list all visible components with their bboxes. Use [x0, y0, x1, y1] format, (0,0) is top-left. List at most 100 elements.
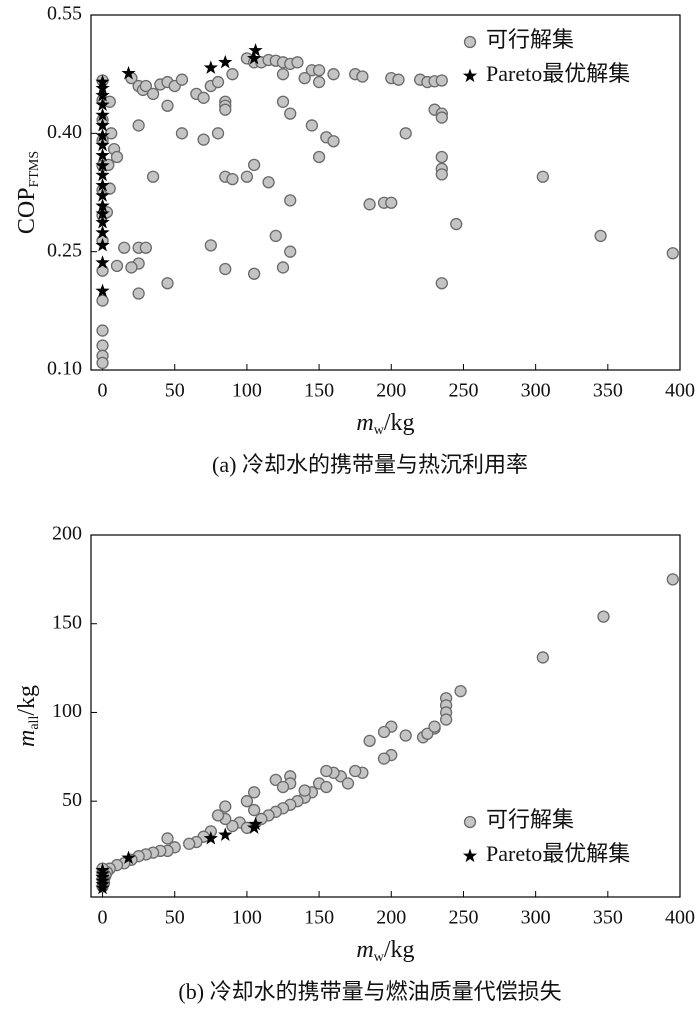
circle-point — [219, 800, 232, 813]
circle-point — [327, 135, 340, 148]
circle-point — [226, 68, 239, 81]
circle-point — [161, 99, 174, 112]
circle-point — [269, 229, 282, 243]
label-sub: all — [27, 716, 42, 730]
circle-point — [96, 356, 109, 370]
y-tick-label: 150 — [52, 611, 82, 633]
circle-point — [219, 103, 232, 116]
circle-point — [327, 68, 340, 81]
circle-point — [341, 777, 355, 790]
star-point — [203, 830, 218, 845]
x-tick-label: 250 — [448, 380, 478, 402]
circle-point — [219, 262, 232, 276]
x-tick-label: 0 — [98, 380, 108, 402]
x-tick-label: 200 — [376, 380, 406, 402]
star-point — [95, 188, 110, 202]
x-tick-label: 50 — [165, 380, 185, 402]
circle-point — [139, 241, 153, 254]
circle-point — [226, 819, 239, 833]
circle-point — [161, 277, 174, 290]
star-point — [95, 214, 110, 229]
circle-point — [132, 287, 145, 300]
x-tick-label: 100 — [232, 907, 262, 929]
circle-point — [125, 261, 138, 274]
y-tick-label: 100 — [52, 700, 82, 722]
circle-point — [146, 87, 160, 101]
circle-point — [399, 127, 412, 140]
circle-point — [435, 150, 448, 164]
star-point — [95, 177, 110, 192]
legend-label: Pareto最优解集 — [486, 841, 630, 866]
y-tick-label: 0.55 — [47, 3, 82, 25]
circle-point — [110, 150, 124, 164]
x-tick-label: 100 — [232, 380, 262, 402]
circle-point — [276, 261, 290, 274]
axis-label: COPFTMS — [14, 151, 43, 234]
circle-point — [211, 75, 225, 89]
circle-point — [96, 324, 109, 337]
star-point — [95, 87, 110, 102]
legend-marker — [462, 848, 478, 863]
axis-label: mall/kg — [14, 685, 43, 747]
circle-point — [666, 573, 679, 586]
circle-point — [439, 713, 453, 726]
circle-point — [276, 95, 290, 108]
y-tick-label: 200 — [52, 523, 82, 545]
circle-point — [96, 339, 109, 352]
x-tick-label: 50 — [165, 907, 185, 929]
circle-point — [247, 803, 261, 817]
star-point — [95, 80, 110, 95]
circle-point — [377, 752, 391, 765]
circle-point — [240, 795, 254, 808]
circle-point — [298, 784, 311, 797]
legend-label: 可行解集 — [486, 807, 574, 832]
circle-point — [211, 127, 225, 140]
circle-point — [197, 133, 210, 146]
star-point — [95, 158, 110, 172]
legend-label: 可行解集 — [486, 27, 574, 52]
label-sub: w — [374, 950, 385, 965]
circle-point — [435, 74, 448, 87]
axis-label: mw/kg — [356, 937, 414, 966]
legend-marker — [462, 68, 478, 83]
circle-point — [594, 229, 607, 243]
circle-point — [262, 176, 275, 189]
circle-point — [146, 170, 160, 183]
star-point — [218, 827, 233, 841]
x-tick-label: 400 — [665, 380, 695, 402]
label-suffix: /kg — [384, 410, 415, 436]
circle-point — [597, 610, 610, 623]
circle-point — [284, 245, 297, 258]
y-tick-label: 0.10 — [47, 358, 82, 380]
circle-point — [247, 158, 261, 172]
circle-point — [269, 773, 282, 787]
circle-point — [284, 107, 297, 120]
label-main: m — [356, 410, 373, 436]
star-point — [95, 198, 110, 212]
label-sub: w — [374, 423, 385, 438]
circle-point — [421, 727, 434, 740]
label-main: COP — [14, 187, 40, 234]
circle-point — [276, 68, 290, 81]
circle-point — [247, 267, 261, 280]
star-point — [121, 65, 136, 80]
y-tick-label: 0.40 — [47, 121, 82, 143]
circle-point — [363, 198, 376, 211]
circle-point — [312, 64, 326, 77]
star-point — [218, 54, 233, 69]
circle-point — [666, 247, 679, 260]
star-point — [95, 147, 110, 162]
star-point — [95, 237, 110, 252]
star-point — [95, 206, 110, 220]
x-tick-label: 400 — [665, 907, 695, 929]
circle-point — [211, 809, 225, 822]
circle-point — [132, 119, 145, 132]
star-point — [121, 850, 136, 865]
x-tick-label: 300 — [521, 907, 551, 929]
circle-point — [110, 259, 124, 273]
star-point — [248, 816, 263, 831]
circle-point — [197, 91, 210, 104]
x-tick-label: 350 — [593, 380, 623, 402]
legend-marker — [463, 35, 477, 49]
